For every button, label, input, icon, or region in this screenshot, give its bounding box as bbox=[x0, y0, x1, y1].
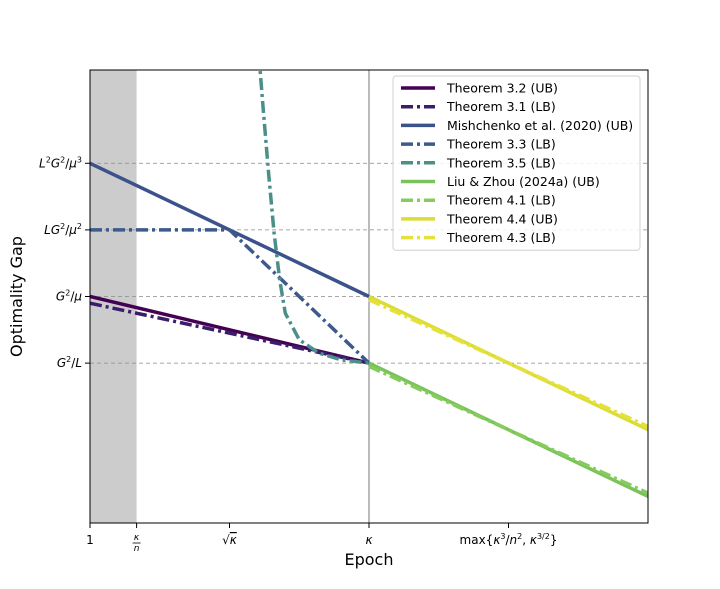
y-axis-label: Optimality Gap bbox=[7, 236, 26, 357]
x-tick-label-kappa-over-n-denominator: n bbox=[134, 544, 140, 554]
x-tick-label-1: 1 bbox=[86, 533, 94, 547]
x-tick-label-kappa: κ bbox=[365, 533, 373, 547]
legend-entry-label: Theorem 3.5 (LB) bbox=[446, 155, 556, 170]
x-ticks bbox=[89, 523, 509, 528]
series-line-8 bbox=[368, 294, 648, 432]
legend-entry-label: Theorem 3.1 (LB) bbox=[446, 99, 556, 114]
legend-entry-label: Liu & Zhou (2024a) (UB) bbox=[447, 174, 600, 189]
legend-entry-label: Theorem 4.1 (LB) bbox=[446, 193, 556, 208]
series-line-7 bbox=[368, 364, 648, 495]
x-tick-label-max: max{κ3/n2, κ3/2} bbox=[460, 532, 558, 547]
x-tick-label-sqrt-kappa: √κ bbox=[222, 533, 238, 547]
legend-entry-label: Theorem 3.2 (UB) bbox=[446, 81, 558, 96]
y-tick-label-L2G2-over-mu3: L2G2/μ3 bbox=[39, 155, 82, 170]
legend-entry-label: Theorem 4.3 (LB) bbox=[446, 230, 556, 245]
y-ticks bbox=[85, 162, 90, 364]
series-line-6 bbox=[368, 361, 648, 498]
y-tick-label-G2-over-L: G2/L bbox=[57, 355, 82, 370]
legend-entry-label: Mishchenko et al. (2020) (UB) bbox=[447, 118, 633, 133]
series-line-4 bbox=[90, 228, 371, 365]
series-line-9 bbox=[368, 298, 648, 428]
x-tick-label-kappa-over-n: κ bbox=[134, 533, 140, 543]
y-tick-label-LG2-over-mu2: LG2/μ2 bbox=[44, 222, 82, 237]
series-lines bbox=[90, 70, 648, 498]
legend-entry-label: Theorem 4.4 (UB) bbox=[446, 211, 558, 226]
series-line-5 bbox=[258, 70, 370, 365]
legend-entry-label: Theorem 3.3 (LB) bbox=[446, 137, 556, 152]
legend-box bbox=[392, 75, 641, 251]
x-axis-label: Epoch bbox=[345, 550, 394, 569]
legend: Theorem 3.2 (UB) Theorem 3.1 (LB) Mishchen… bbox=[392, 75, 641, 251]
y-tick-label-G2-over-mu: G2/μ bbox=[56, 289, 82, 304]
